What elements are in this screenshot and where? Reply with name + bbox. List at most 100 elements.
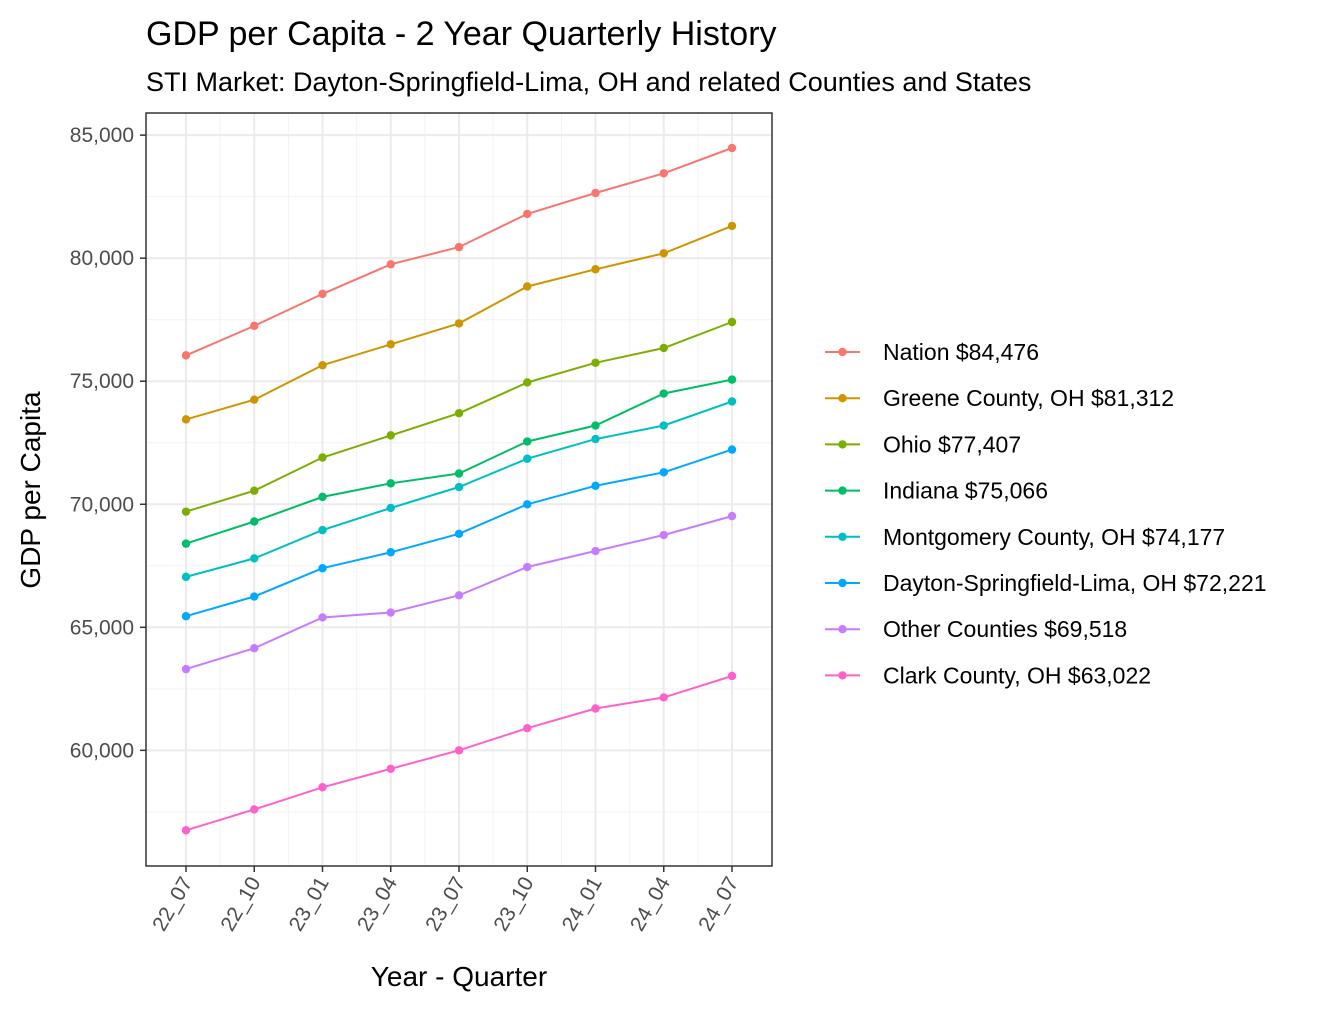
series-4 (181, 397, 737, 582)
y-tick-label: 70,000 (70, 493, 134, 516)
data-point (659, 530, 668, 540)
legend-key-point (838, 671, 847, 680)
data-point (386, 260, 395, 269)
data-point (250, 486, 259, 495)
data-point (181, 664, 191, 674)
data-point (181, 826, 191, 835)
legend: Nation $84,476 Greene County, OH $81,312 O… (825, 339, 1267, 688)
data-point (591, 481, 600, 491)
legend-key-point (838, 394, 847, 403)
data-point (659, 693, 668, 702)
data-point (318, 492, 327, 502)
legend-key-point (838, 578, 847, 588)
legend-item: Greene County, OH $81,312 (825, 385, 1174, 411)
legend-label: Indiana $75,066 (883, 478, 1048, 504)
data-point (591, 265, 600, 274)
data-point (454, 529, 464, 538)
chart-subtitle: STI Market: Dayton-Springfield-Lima, OH … (146, 67, 1031, 97)
data-point (659, 169, 668, 178)
y-tick-label: 80,000 (70, 247, 134, 270)
data-point (523, 454, 532, 463)
chart-title: GDP per Capita - 2 Year Quarterly Histor… (146, 15, 777, 53)
data-point (523, 282, 532, 291)
data-point (454, 746, 464, 755)
x-axis-title: Year - Quarter (371, 961, 547, 992)
data-point (386, 548, 395, 557)
series-3 (181, 375, 737, 548)
data-point (181, 539, 191, 548)
y-tick-label: 75,000 (70, 370, 134, 393)
data-point (454, 482, 464, 492)
data-point (250, 395, 259, 404)
data-point (181, 507, 191, 516)
data-point (318, 613, 327, 622)
data-point (454, 591, 464, 600)
legend-label: Nation $84,476 (883, 339, 1039, 365)
data-point (523, 209, 532, 219)
legend-label: Greene County, OH $81,312 (883, 385, 1174, 411)
data-point (318, 525, 327, 535)
series-1 (181, 221, 737, 424)
data-point (659, 389, 668, 398)
data-point (727, 143, 737, 153)
data-point (454, 409, 464, 418)
data-point (591, 358, 600, 367)
data-point (523, 500, 532, 509)
data-point (727, 375, 737, 384)
legend-key-point (838, 486, 847, 495)
data-point (523, 562, 532, 572)
series-5 (181, 445, 737, 621)
data-point (181, 351, 191, 360)
data-point (318, 564, 327, 573)
data-point (386, 608, 395, 617)
data-point (250, 644, 259, 653)
data-point (386, 764, 395, 773)
data-point (250, 554, 259, 563)
legend-item: Ohio $77,407 (825, 431, 1021, 457)
y-tick-label: 60,000 (70, 739, 134, 762)
data-point (181, 612, 191, 621)
legend-label: Montgomery County, OH $74,177 (883, 524, 1225, 550)
data-point (727, 397, 737, 406)
data-point (727, 317, 737, 327)
data-point (591, 421, 600, 430)
legend-item: Dayton-Springfield-Lima, OH $72,221 (825, 570, 1267, 596)
data-point (591, 434, 600, 444)
series-2 (181, 317, 737, 516)
data-point (727, 221, 737, 231)
data-point (181, 572, 191, 582)
data-point (659, 249, 668, 258)
legend-item: Montgomery County, OH $74,177 (825, 524, 1225, 550)
data-point (727, 445, 737, 454)
legend-item: Clark County, OH $63,022 (825, 662, 1151, 688)
data-point (318, 453, 327, 462)
data-point (386, 479, 395, 488)
data-point (591, 188, 600, 198)
data-point (591, 546, 600, 556)
data-point (659, 421, 668, 430)
legend-key-point (838, 625, 847, 634)
legend-key-point (838, 440, 847, 449)
data-point (523, 378, 532, 387)
legend-label: Dayton-Springfield-Lima, OH $72,221 (883, 570, 1267, 596)
data-point (659, 468, 668, 477)
y-tick-label: 85,000 (70, 124, 134, 147)
data-point (591, 704, 600, 713)
data-point (386, 431, 395, 440)
data-point (727, 511, 737, 521)
legend-item: Indiana $75,066 (825, 478, 1048, 504)
data-point (250, 517, 259, 526)
legend-key-point (838, 532, 847, 541)
data-point (318, 361, 327, 370)
series-layer (181, 143, 737, 835)
legend-label: Other Counties $69,518 (883, 616, 1127, 642)
data-point (454, 469, 464, 478)
data-point (454, 319, 464, 328)
data-point (386, 503, 395, 513)
data-point (659, 343, 668, 353)
data-point (386, 340, 395, 349)
data-point (454, 242, 464, 252)
data-point (318, 783, 327, 792)
